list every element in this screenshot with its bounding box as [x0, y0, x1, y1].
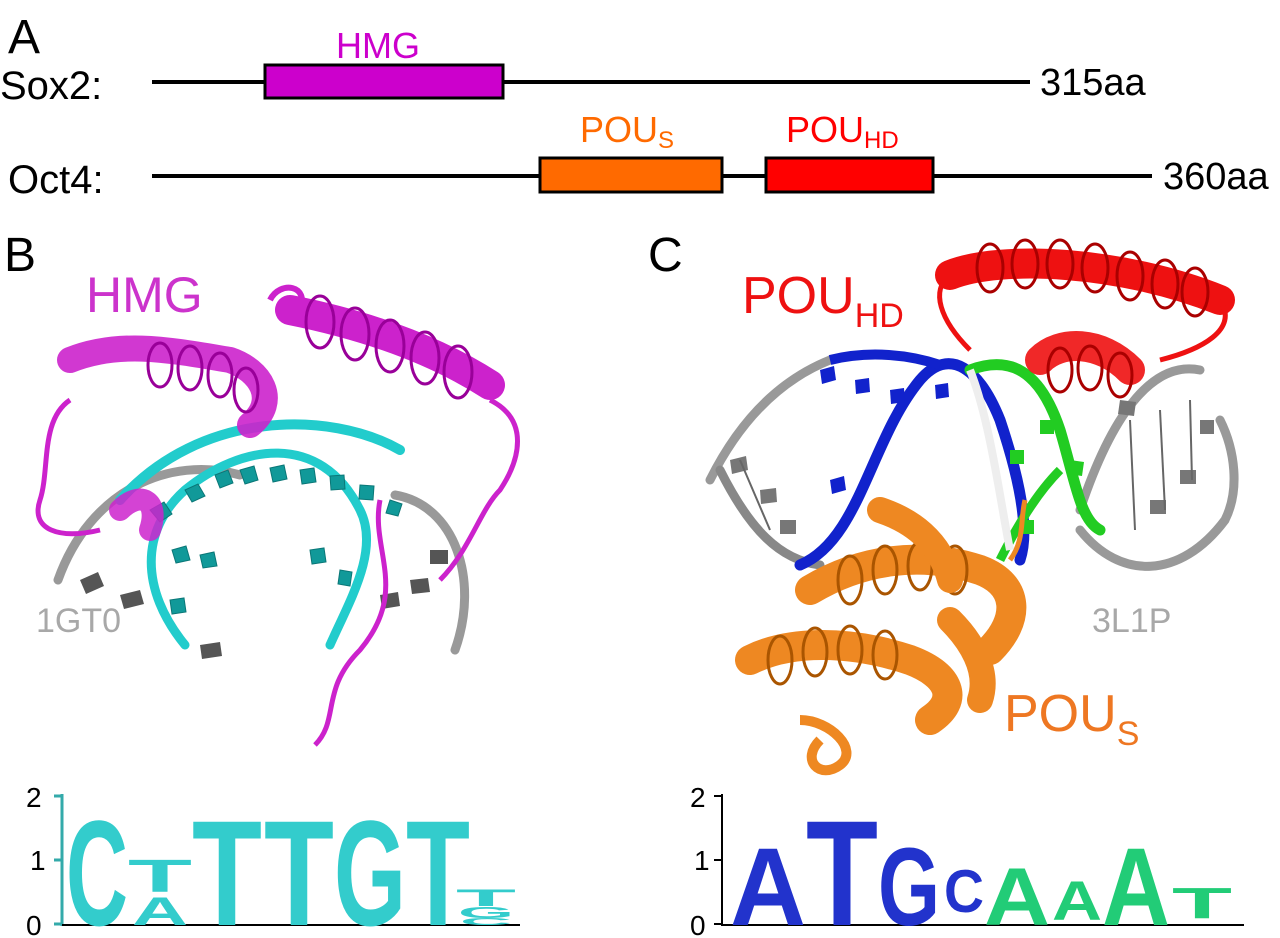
pou-s-helix-4 — [937, 607, 996, 713]
pou-s-helix-2 — [735, 630, 963, 735]
logo-b-letter-t-tiny: T — [456, 885, 517, 912]
pou-s-domain-box — [538, 156, 724, 194]
pou-hd-structure-label: POUHD — [742, 267, 904, 335]
hmg-domain-label: HMG — [336, 25, 420, 66]
logo-c-tick-1: 1 — [694, 845, 710, 876]
dna-grey-right-lower — [1075, 415, 1239, 571]
logo-b-tick-2: 2 — [26, 782, 42, 813]
pou-s-coil — [799, 715, 852, 776]
hmg-loop-top — [267, 284, 305, 312]
sox2-length: 315aa — [1040, 62, 1146, 104]
panel-c-letter: C — [648, 229, 683, 282]
pou-hd-loop — [1159, 298, 1228, 363]
dna-grey-left — [705, 355, 835, 485]
pou-hd-domain-box — [764, 156, 935, 194]
logo-b-letter-g: G — [334, 789, 406, 938]
dna-white-strand — [966, 368, 1014, 551]
pou-hd-coil — [937, 273, 972, 352]
logo-b-letter-t-3: T — [406, 789, 470, 938]
hmg-domain-box — [263, 63, 505, 100]
oct4-dna-structure — [705, 238, 1239, 776]
logo-c-letter-t-green: T — [1172, 879, 1232, 928]
hmg-helix-2 — [275, 295, 505, 400]
pdb-id-3l1p: 3L1P — [1092, 602, 1172, 640]
hmg-structure-label: HMG — [86, 267, 203, 323]
dna-blue-strand — [794, 358, 1030, 571]
logo-c-letter-a: A — [730, 826, 806, 938]
oct4-sequence-logo: 2 1 0 A T G C A A A T — [690, 782, 1244, 938]
logo-c-letter-a-green-3: A — [1102, 826, 1170, 938]
pou-s-helix-3 — [867, 497, 963, 593]
panel-a-letter: A — [8, 11, 41, 64]
hmg-sequence-logo: 2 1 0 C T A T T G T T G C — [26, 782, 520, 938]
dna-green-strand — [964, 359, 1106, 536]
logo-b-tick-1: 1 — [30, 845, 46, 876]
dna-backbone-cyan — [115, 419, 405, 505]
pou-s-domain-label: POUS — [580, 109, 675, 154]
logo-c-letter-t: T — [806, 789, 878, 938]
logo-b-letter-a-small: A — [132, 890, 188, 934]
pou-hd-domain-label: POUHD — [786, 109, 899, 154]
dna-grey-left-lower — [715, 465, 825, 570]
oct4-length: 360aa — [1163, 156, 1269, 198]
pou-hd-helix-2 — [1025, 331, 1145, 385]
hmg-helix-3 — [109, 488, 164, 541]
pou-s-helix-1 — [795, 544, 1027, 665]
logo-b-tick-0: 0 — [26, 910, 42, 938]
logo-c-letter-a-green-1: A — [984, 852, 1050, 938]
logo-b-letter-g-tiny: G — [458, 905, 514, 922]
pdb-id-1gt0: 1GT0 — [36, 602, 122, 640]
dna-backbone-grey-2 — [390, 490, 470, 655]
logo-b-letter-c: C — [66, 789, 128, 938]
sox2-label: Sox2: — [0, 64, 103, 108]
logo-c-tick-2: 2 — [690, 782, 706, 813]
hmg-tail — [313, 499, 389, 747]
oct4-label: Oct4: — [8, 158, 104, 202]
logo-b-letter-t-1: T — [192, 789, 262, 938]
logo-b-letter-t-small: T — [128, 850, 192, 902]
pou-s-linker — [1007, 499, 1028, 562]
dna-grey-right — [1075, 364, 1205, 515]
logo-c-letter-c: C — [944, 858, 984, 925]
hmg-protein-coil — [35, 397, 101, 537]
dna-backbone-cyan-2 — [146, 448, 372, 650]
logo-c-letter-a-green-2: A — [1052, 869, 1102, 932]
panel-b-letter: B — [4, 229, 37, 282]
logo-c-letter-g: G — [878, 826, 940, 938]
hmg-loop-right — [438, 397, 520, 582]
hmg-dna-structure — [35, 284, 520, 747]
logo-b-letter-t-2: T — [264, 789, 334, 938]
domain-architecture — [152, 63, 1152, 194]
pou-s-structure-label: POUS — [1004, 685, 1140, 753]
dna-blue-strand-2 — [828, 349, 942, 370]
logo-c-tick-0: 0 — [690, 910, 706, 938]
logo-b-letter-c-tiny: C — [460, 917, 512, 928]
